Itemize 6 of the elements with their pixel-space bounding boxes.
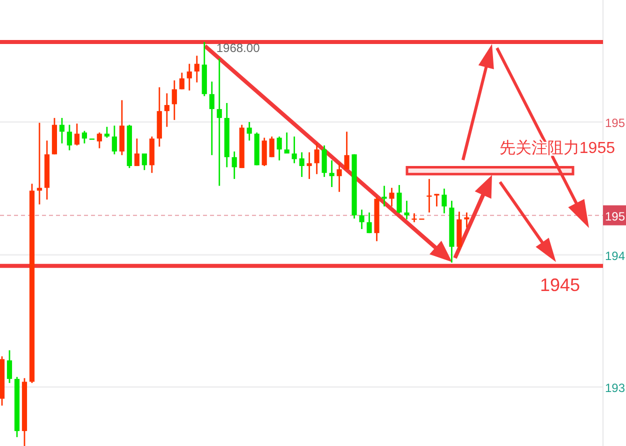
annotation: 1968.00 (216, 41, 260, 55)
text: 193 (605, 381, 626, 396)
text: 194 (605, 248, 626, 263)
text: 1945 (540, 274, 580, 295)
text: 195 (605, 116, 626, 130)
text: 195 (605, 209, 626, 224)
